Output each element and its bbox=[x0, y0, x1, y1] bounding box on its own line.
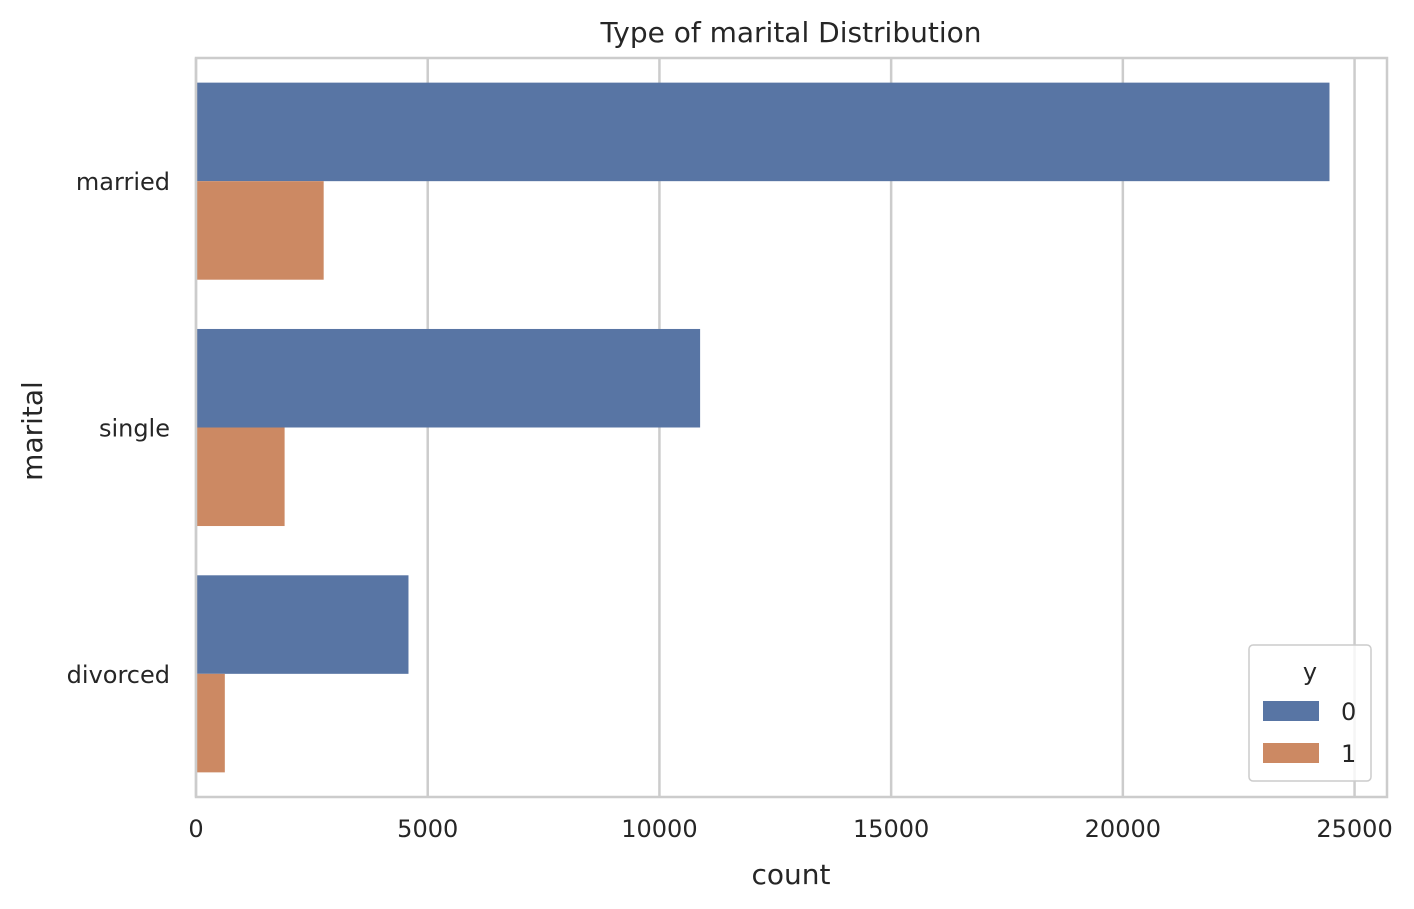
x-tick-label: 15000 bbox=[853, 815, 929, 843]
legend-swatch bbox=[1263, 701, 1319, 721]
legend-title: y bbox=[1303, 658, 1317, 686]
bar-married-y0 bbox=[196, 82, 1330, 182]
bar-divorced-y0 bbox=[196, 575, 409, 674]
y-tick-label: divorced bbox=[67, 661, 170, 689]
x-tick-label: 0 bbox=[188, 815, 203, 843]
chart-title: Type of marital Distribution bbox=[600, 16, 982, 49]
y-ticks: married single divorced bbox=[67, 168, 170, 689]
legend-label: 1 bbox=[1341, 740, 1356, 768]
y-tick-label: married bbox=[76, 168, 170, 196]
x-tick-label: 10000 bbox=[621, 815, 697, 843]
bar-divorced-y1 bbox=[196, 673, 225, 773]
y-tick-label: single bbox=[99, 415, 170, 443]
bars bbox=[196, 82, 1330, 773]
legend: y 0 1 bbox=[1248, 644, 1372, 782]
x-tick-label: 5000 bbox=[397, 815, 458, 843]
x-tick-label: 20000 bbox=[1085, 815, 1161, 843]
legend-label: 0 bbox=[1341, 698, 1356, 726]
plot-frame bbox=[194, 56, 1389, 799]
legend-swatch bbox=[1263, 743, 1319, 763]
y-axis-label: marital bbox=[16, 381, 49, 481]
x-tick-label: 25000 bbox=[1316, 815, 1392, 843]
x-ticks: 0 5000 10000 15000 20000 25000 bbox=[188, 815, 1392, 843]
bar-single-y1 bbox=[196, 427, 285, 527]
bar-single-y0 bbox=[196, 328, 701, 428]
bar-married-y1 bbox=[196, 181, 324, 280]
x-axis-label: count bbox=[752, 858, 831, 891]
